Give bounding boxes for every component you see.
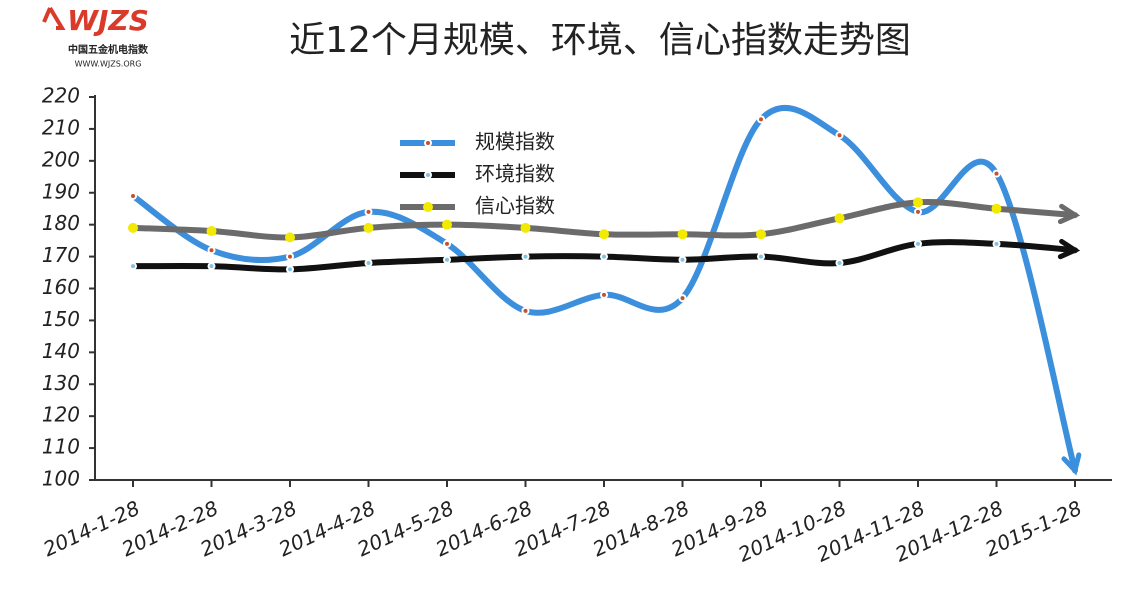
- legend-marker-center: [426, 173, 430, 177]
- point-center: [131, 193, 135, 198]
- point: [363, 222, 374, 233]
- legend-label: 信心指数: [475, 194, 555, 218]
- legend-marker-center: [426, 141, 430, 145]
- point-center: [445, 241, 449, 246]
- y-tick-label: 120: [42, 403, 80, 427]
- arrow-head: [1057, 238, 1081, 260]
- point-center: [916, 209, 920, 214]
- point: [913, 197, 923, 208]
- y-tick-label: 130: [42, 371, 80, 395]
- point-center: [680, 296, 685, 301]
- point-center: [602, 254, 606, 259]
- legend-label: 环境指数: [475, 162, 555, 186]
- series-line: [130, 105, 1078, 474]
- legend-label: 规模指数: [475, 130, 555, 154]
- y-tick-label: 220: [42, 84, 80, 108]
- point: [442, 219, 452, 230]
- legend-marker: [423, 202, 433, 212]
- y-tick-label: 210: [42, 115, 80, 139]
- y-tick-label: 200: [42, 147, 80, 171]
- point-center: [994, 171, 999, 176]
- chart-title: 近12个月规模、环境、信心指数走势图: [289, 20, 911, 61]
- logo-mark: WJZS: [67, 4, 149, 37]
- y-tick-label: 100: [42, 467, 80, 491]
- y-tick-label: 160: [42, 275, 80, 299]
- point: [756, 229, 766, 240]
- y-tick-label: 180: [42, 211, 80, 235]
- point: [599, 229, 609, 240]
- arrow-head: [1061, 452, 1082, 476]
- point-center: [759, 254, 763, 259]
- point-center: [602, 292, 606, 297]
- point: [206, 226, 217, 237]
- point-center: [366, 209, 371, 214]
- point-center: [523, 308, 528, 313]
- point: [128, 222, 138, 233]
- point-center: [209, 264, 214, 269]
- y-tick-label: 190: [42, 179, 80, 203]
- point: [285, 232, 295, 243]
- point-center: [837, 133, 842, 138]
- point-center: [366, 260, 371, 265]
- point-center: [916, 241, 920, 246]
- y-tick-label: 170: [42, 243, 80, 267]
- point-center: [209, 248, 214, 253]
- point-center: [994, 241, 999, 246]
- point: [520, 222, 531, 233]
- y-tick-label: 140: [42, 339, 80, 363]
- point-center: [131, 264, 135, 269]
- point-center: [759, 117, 763, 122]
- point-center: [523, 254, 528, 259]
- point: [834, 213, 845, 224]
- point-center: [288, 267, 292, 272]
- logo-arrow: [42, 6, 66, 30]
- point-center: [288, 254, 292, 259]
- logo-url: WWW.WJZS.ORG: [75, 60, 142, 69]
- point-center: [837, 260, 842, 265]
- y-tick-label: 150: [42, 307, 80, 331]
- y-tick-label: 110: [42, 435, 80, 459]
- point: [991, 203, 1002, 214]
- point-center: [680, 257, 685, 262]
- logo-name: 中国五金机电指数: [68, 43, 149, 56]
- arrow-head: [1057, 203, 1081, 225]
- point-center: [445, 257, 449, 262]
- point: [677, 229, 688, 240]
